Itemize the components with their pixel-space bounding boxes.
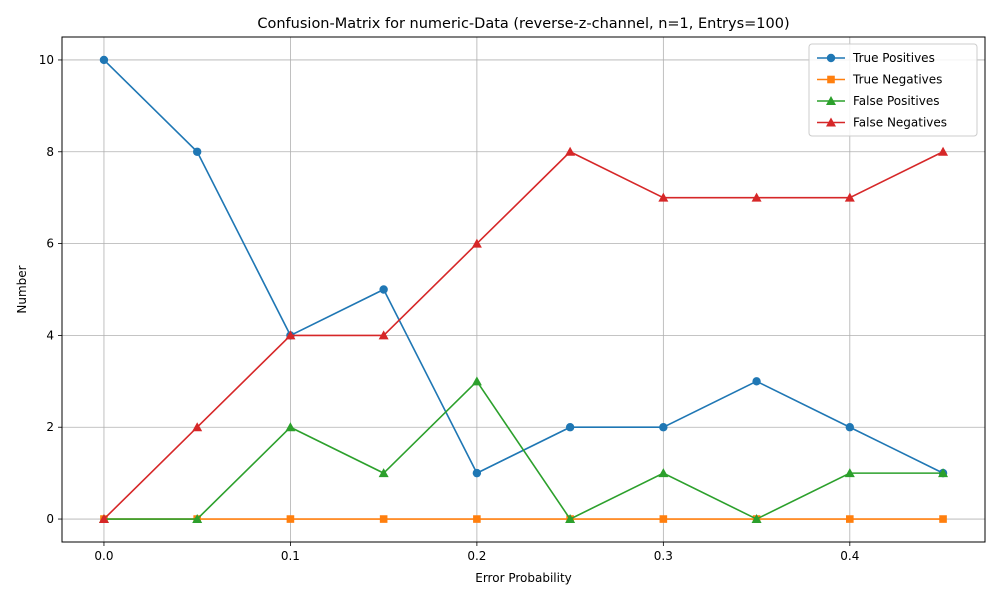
series-line-false-positives (103, 380, 944, 521)
series-line-false-negatives (103, 150, 944, 520)
series-false-negatives (98, 146, 949, 524)
data-point-false-positives (565, 514, 576, 524)
data-point-false-negatives (192, 422, 203, 432)
legend-marker (827, 75, 835, 84)
x-axis-label: Error Probability (475, 571, 572, 585)
data-point-false-negatives (565, 146, 576, 156)
legend-marker (826, 117, 836, 127)
x-tick-label: 0.4 (840, 549, 859, 563)
data-point-true-positives (752, 377, 761, 386)
y-tick-label: 8 (46, 145, 54, 159)
plot-frame (61, 36, 986, 543)
data-point-true-negatives (379, 515, 388, 523)
legend-item-false-positives: False Positives (817, 94, 939, 108)
data-point-true-positives (565, 423, 575, 432)
legend-label: False Positives (853, 94, 939, 108)
data-point-false-positives (938, 468, 949, 478)
legend-marker (826, 96, 836, 105)
data-point-true-positives (845, 423, 855, 432)
legend-item-true-positives: True Positives (817, 51, 935, 65)
data-point-true-positives (99, 55, 109, 65)
legend-box (808, 43, 978, 137)
legend-item-false-negatives: False Negatives (817, 116, 947, 130)
data-point-true-positives (192, 147, 202, 156)
y-tick-label: 0 (46, 512, 54, 526)
data-point-false-negatives (285, 330, 296, 340)
x-tick-label: 0.2 (467, 549, 486, 563)
legend-marker (826, 53, 836, 63)
y-axis-label: Number (15, 265, 29, 313)
data-point-true-negatives (939, 515, 947, 523)
data-point-true-negatives (846, 515, 854, 523)
legend-item-true-negatives: True Negatives (817, 73, 942, 87)
data-point-false-positives (471, 376, 482, 386)
data-point-false-negatives (844, 192, 855, 202)
data-point-true-positives (659, 423, 668, 432)
x-tick-label: 0.3 (654, 549, 673, 563)
data-point-false-positives (658, 468, 669, 478)
x-tick-label: 0.0 (94, 549, 113, 563)
y-tick-label: 6 (46, 237, 54, 251)
series-layer (98, 55, 949, 524)
data-point-false-negatives (471, 238, 482, 248)
data-point-true-negatives (659, 515, 668, 523)
data-point-true-negatives (473, 515, 481, 523)
chart-title: Confusion-Matrix for numeric-Data (rever… (257, 16, 789, 32)
data-point-true-positives (379, 285, 388, 294)
ticks: 0.0 0.1 0.2 0.3 0.4 0 2 4 6 8 10 (39, 53, 860, 563)
data-point-false-negatives (98, 514, 109, 524)
x-tick-label: 0.1 (281, 549, 300, 563)
legend: True Positives True Negatives False Positi… (808, 43, 978, 137)
data-point-false-positives (844, 468, 855, 478)
legend-label: True Positives (852, 51, 935, 65)
data-point-false-positives (751, 514, 762, 524)
data-point-true-positives (472, 468, 482, 478)
data-point-false-negatives (378, 330, 389, 340)
y-tick-label: 2 (46, 420, 54, 434)
data-point-false-positives (378, 468, 389, 478)
data-point-true-negatives (286, 515, 295, 523)
data-point-false-negatives (658, 192, 669, 202)
data-point-false-negatives (751, 192, 762, 202)
legend-label: False Negatives (853, 116, 947, 130)
data-point-false-positives (285, 422, 296, 432)
y-tick-label: 4 (46, 328, 54, 342)
data-point-false-positives (192, 514, 203, 524)
data-point-false-negatives (938, 146, 949, 156)
y-tick-label: 10 (39, 53, 54, 67)
legend-label: True Negatives (852, 73, 942, 87)
